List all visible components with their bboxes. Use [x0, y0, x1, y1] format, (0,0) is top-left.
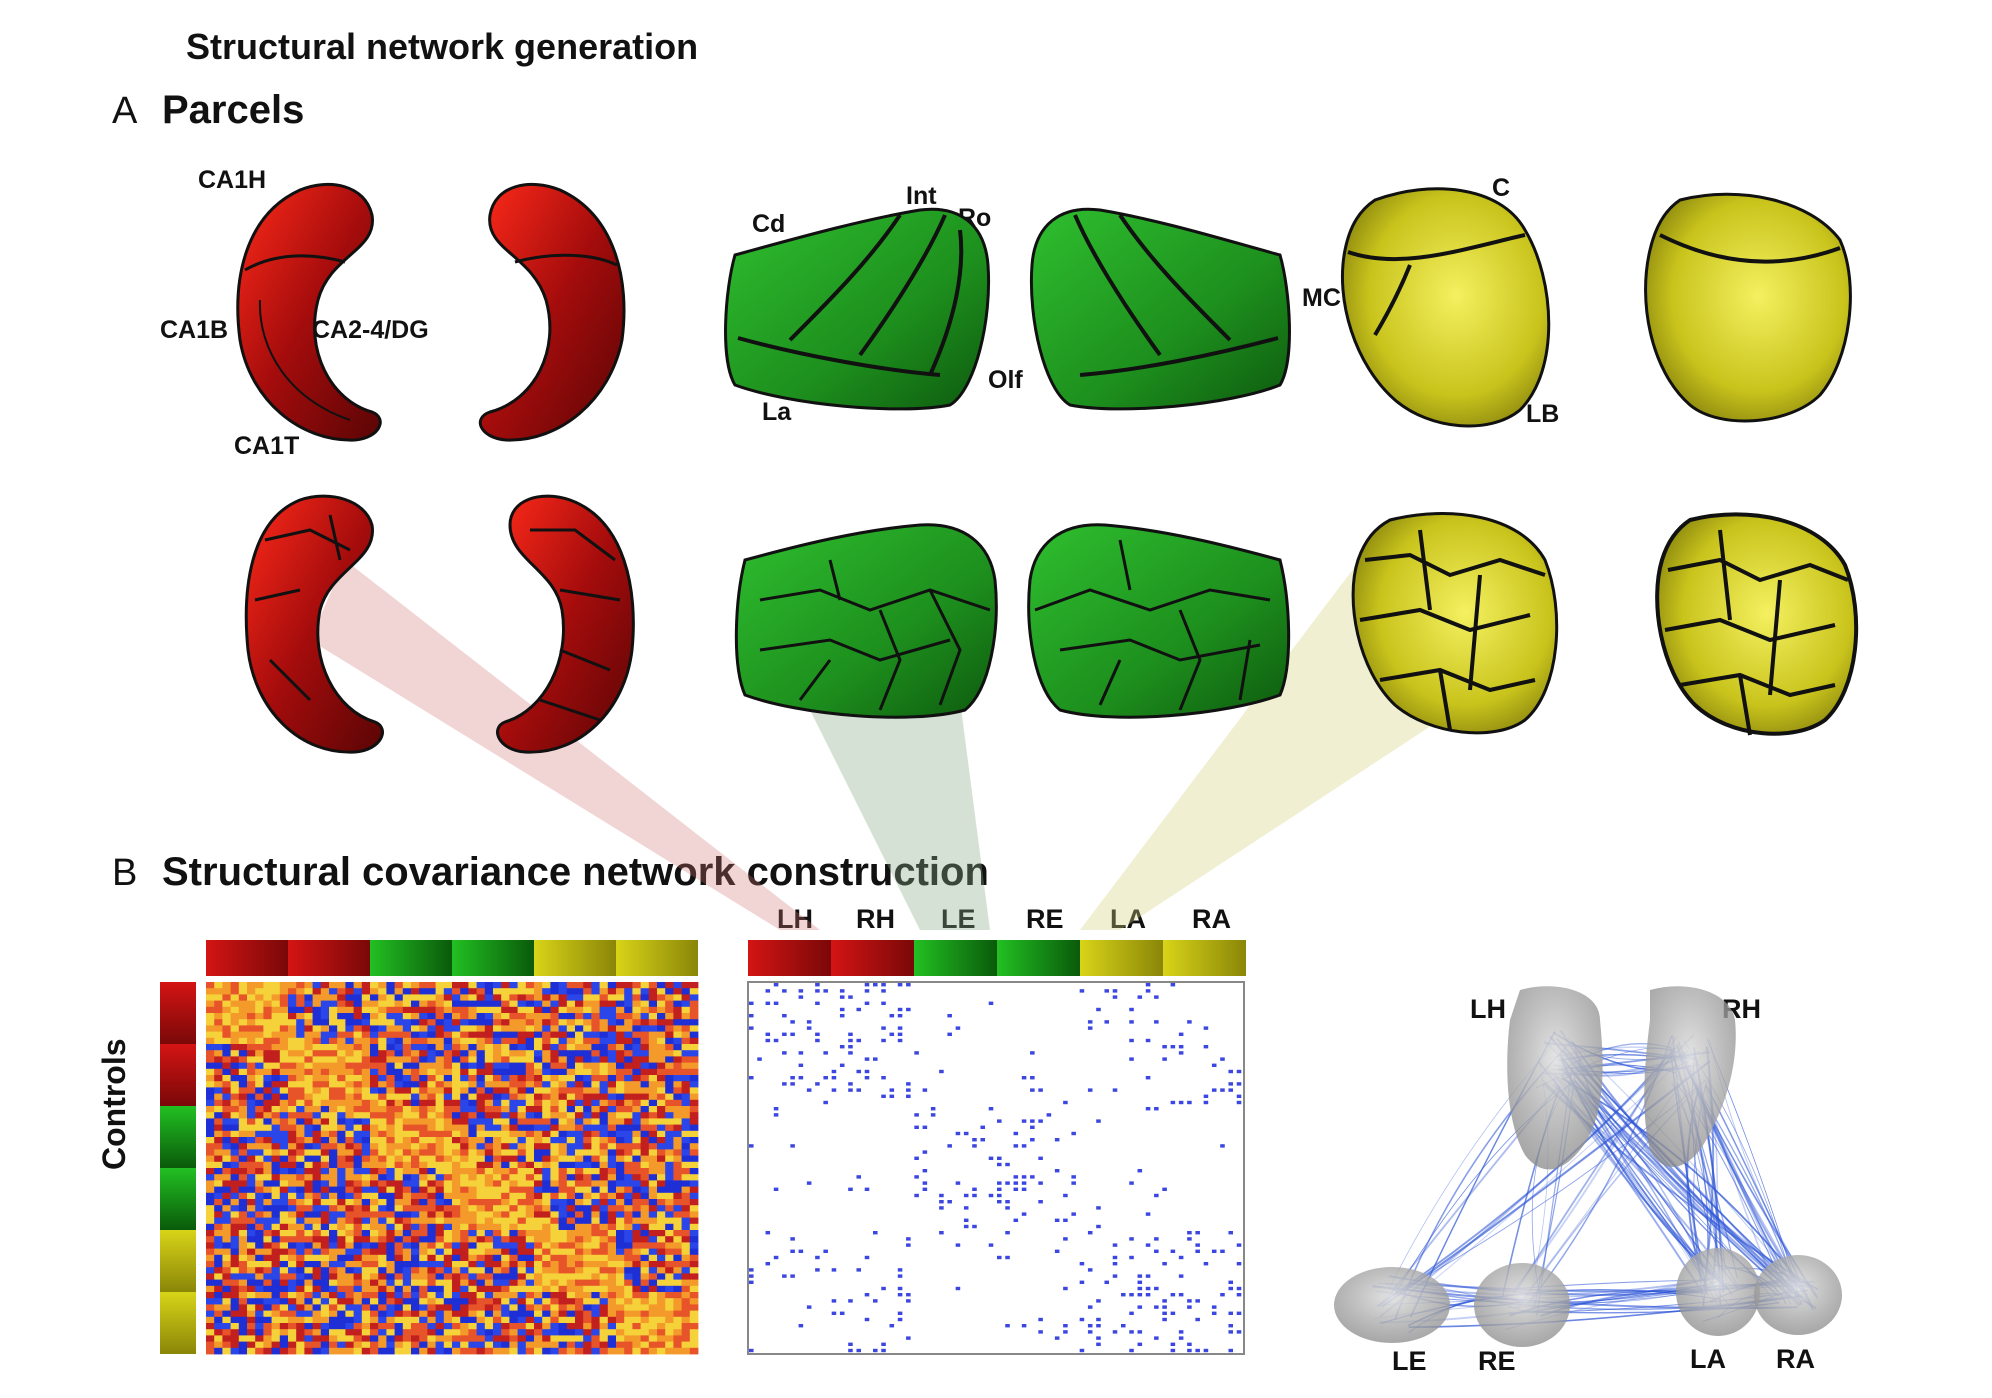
node-lh	[1507, 986, 1603, 1170]
node-label-re: RE	[1478, 1346, 1516, 1376]
amygdala-right-bottom	[1027, 523, 1291, 719]
label-lb: LB	[1526, 400, 1560, 428]
matrix-header-lh: LH	[777, 904, 813, 934]
label-ca1t: CA1T	[234, 432, 300, 460]
matrix1-top-colorbar	[206, 940, 698, 976]
section-b-letter: B	[112, 852, 138, 894]
label-ca2-4-dg: CA2-4/DG	[312, 316, 429, 344]
label-la: La	[762, 398, 792, 426]
thalamus-right-top	[1644, 192, 1852, 423]
node-label-lh: LH	[1470, 994, 1506, 1024]
label-cd: Cd	[752, 210, 786, 238]
label-ca1h: CA1H	[198, 166, 267, 194]
binary-matrix-frame	[747, 981, 1245, 1355]
node-rh	[1644, 986, 1736, 1167]
node-label-le: LE	[1392, 1346, 1427, 1376]
node-label-ra: RA	[1776, 1344, 1815, 1374]
matrix1-left-colorbar	[160, 982, 196, 1354]
projection-yellow	[1080, 560, 1440, 930]
thalamus-right-bottom	[1655, 512, 1859, 736]
amygdala-left-bottom	[734, 523, 998, 719]
matrix-header-re: RE	[1026, 904, 1064, 934]
hippocampus-right-top	[478, 182, 626, 442]
section-b-title: Structural covariance network constructi…	[162, 850, 989, 894]
node-label-la: LA	[1690, 1344, 1726, 1374]
network-nodes	[1334, 986, 1842, 1347]
matrix2-top-colorbar	[748, 940, 1246, 976]
section-a-letter: A	[112, 90, 138, 132]
label-mc: MC	[1302, 284, 1341, 312]
node-re	[1474, 1263, 1570, 1347]
label-ca1b: CA1B	[160, 316, 229, 344]
matrix-header-rh: RH	[856, 904, 895, 934]
section-a-title: Parcels	[162, 88, 305, 132]
amygdala-left-top	[724, 207, 991, 411]
node-ra	[1754, 1255, 1842, 1335]
figure-title: Structural network generation	[186, 26, 699, 67]
node-la	[1676, 1248, 1760, 1336]
matrix-header-la: LA	[1110, 904, 1146, 934]
label-olf: Olf	[988, 366, 1023, 394]
hippocampus-left-bottom	[244, 494, 384, 754]
covariance-matrix-controls	[206, 982, 699, 1355]
label-c: C	[1492, 174, 1511, 202]
binary-adjacency-matrix	[749, 983, 1242, 1353]
hippocampus-right-bottom	[496, 494, 635, 754]
projection-green	[805, 700, 990, 930]
hippocampus-left-top	[236, 182, 382, 442]
node-le	[1334, 1267, 1450, 1343]
label-int: Int	[906, 182, 937, 210]
thalamus-left-bottom	[1351, 511, 1559, 735]
matrix-header-ra: RA	[1192, 904, 1231, 934]
amygdala-right-top	[1029, 207, 1291, 411]
thalamus-left-top	[1341, 187, 1551, 428]
matrix-header-le: LE	[941, 904, 976, 934]
